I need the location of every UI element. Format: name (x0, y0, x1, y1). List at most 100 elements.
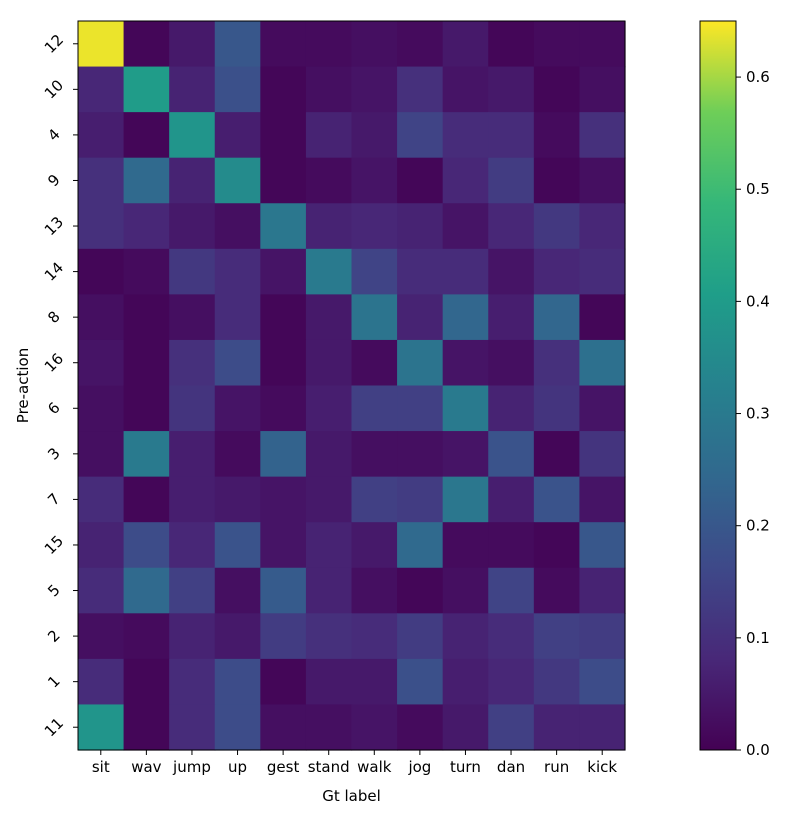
heatmap-cell-16-jump (169, 339, 216, 387)
heatmap-cell-6-gest (260, 385, 307, 432)
heatmap-cell-15-turn (442, 522, 489, 569)
heatmap-cell-16-dan (488, 339, 535, 387)
heatmap-cell-3-jog (397, 431, 444, 478)
heatmap-cell-5-jump (169, 567, 216, 614)
heatmap-cell-10-kick (579, 66, 626, 113)
heatmap-cell-1-kick (579, 658, 626, 706)
heatmap-cell-10-jump (169, 66, 216, 113)
x-tick-label: up (228, 758, 247, 776)
heatmap-cell-12-sit (78, 21, 125, 68)
heatmap-cell-12-walk (351, 21, 398, 68)
heatmap-cell-15-gest (260, 522, 307, 569)
y-axis-label: Pre-action (14, 348, 32, 423)
heatmap-cell-8-dan (488, 294, 535, 341)
heatmap-cell-14-turn (442, 248, 489, 295)
heatmap-cell-14-up (214, 248, 261, 295)
heatmap-cell-12-jog (397, 21, 444, 68)
heatmap-cell-12-kick (579, 21, 626, 68)
heatmap-cell-13-turn (442, 203, 489, 250)
heatmap-cell-14-wav (123, 248, 170, 295)
heatmap-cell-5-gest (260, 567, 307, 614)
heatmap-cell-3-up (214, 431, 261, 478)
heatmap-cell-4-turn (442, 112, 489, 159)
heatmap-cell-2-kick (579, 613, 626, 660)
plot-frame (77, 20, 626, 751)
x-tick-label: dan (497, 758, 525, 776)
y-tick-label: 16 (41, 350, 67, 376)
heatmap-cell-14-jog (397, 248, 444, 295)
heatmap-cell-14-run (533, 248, 581, 295)
heatmap-cell-14-walk (351, 248, 398, 295)
heatmap-cell-1-jog (397, 658, 444, 706)
heatmap-cell-12-turn (442, 21, 489, 68)
heatmap-cell-13-sit (78, 203, 125, 250)
heatmap-cell-4-sit (78, 112, 125, 159)
heatmap-cell-6-turn (442, 385, 489, 432)
heatmap-cell-2-dan (488, 613, 535, 660)
heatmap-cell-13-wav (123, 203, 170, 250)
heatmap-cell-9-sit (78, 157, 125, 204)
x-tick-label: jog (407, 758, 431, 776)
heatmap-cell-3-turn (442, 431, 489, 478)
heatmap-cell-5-stand (305, 567, 353, 614)
heatmap-cell-2-jog (397, 613, 444, 660)
heatmap-cell-2-walk (351, 613, 398, 660)
heatmap-cell-4-stand (305, 112, 353, 159)
heatmap-cell-13-dan (488, 203, 535, 250)
heatmap-cell-9-up (214, 157, 261, 204)
heatmap-cell-14-sit (78, 248, 125, 295)
y-tick-label: 3 (44, 444, 63, 463)
y-tick-label: 14 (41, 258, 67, 284)
heatmap-cell-4-jump (169, 112, 216, 159)
heatmap-cell-9-jog (397, 157, 444, 204)
heatmap-cell-13-stand (305, 203, 353, 250)
heatmap-cell-6-walk (351, 385, 398, 432)
heatmap-cell-6-sit (78, 385, 125, 432)
heatmap-cell-6-jog (397, 385, 444, 432)
y-tick-label: 9 (44, 171, 63, 190)
heatmap-cell-10-up (214, 66, 261, 113)
y-tick-label: 15 (41, 532, 67, 558)
heatmap-cell-3-stand (305, 431, 353, 478)
y-tick-label: 6 (44, 399, 63, 418)
heatmap-cell-16-stand (305, 339, 353, 387)
heatmap-cell-6-kick (579, 385, 626, 432)
heatmap-cell-11-turn (442, 704, 489, 751)
x-tick-label: walk (357, 758, 392, 776)
heatmap-cell-6-jump (169, 385, 216, 432)
heatmap-cell-2-jump (169, 613, 216, 660)
heatmap-cell-5-dan (488, 567, 535, 614)
heatmap-cell-1-up (214, 658, 261, 706)
y-tick-label: 1 (44, 672, 63, 691)
heatmap-cell-10-sit (78, 66, 125, 113)
heatmap-cell-7-kick (579, 476, 626, 523)
heatmap-cell-16-walk (351, 339, 398, 387)
heatmap-cell-1-jump (169, 658, 216, 706)
heatmap-cell-10-jog (397, 66, 444, 113)
heatmap-cell-14-dan (488, 248, 535, 295)
heatmap-cell-5-run (533, 567, 581, 614)
heatmap-cell-9-jump (169, 157, 216, 204)
x-tick-label: sit (92, 758, 110, 776)
heatmap-cell-9-walk (351, 157, 398, 204)
heatmap-cell-7-jump (169, 476, 216, 523)
heatmap-cell-4-kick (579, 112, 626, 159)
heatmap-cell-1-sit (78, 658, 125, 706)
heatmap-cell-14-stand (305, 248, 353, 295)
heatmap-cell-10-dan (488, 66, 535, 113)
heatmap-cell-2-sit (78, 613, 125, 660)
heatmap-cell-5-wav (123, 567, 170, 614)
heatmap-cell-11-walk (351, 704, 398, 751)
heatmap-cell-4-run (533, 112, 581, 159)
colorbar-tick-label: 0.5 (746, 180, 770, 198)
heatmap-cell-13-walk (351, 203, 398, 250)
colorbar-tick-label: 0.2 (746, 517, 770, 535)
colorbar-tick-label: 0.0 (746, 741, 770, 759)
heatmap-cell-15-jog (397, 522, 444, 569)
x-tick-label: run (544, 758, 569, 776)
heatmap-cell-16-jog (397, 339, 444, 387)
heatmap-cell-12-stand (305, 21, 353, 68)
heatmap-cell-4-wav (123, 112, 170, 159)
heatmap-cell-15-stand (305, 522, 353, 569)
